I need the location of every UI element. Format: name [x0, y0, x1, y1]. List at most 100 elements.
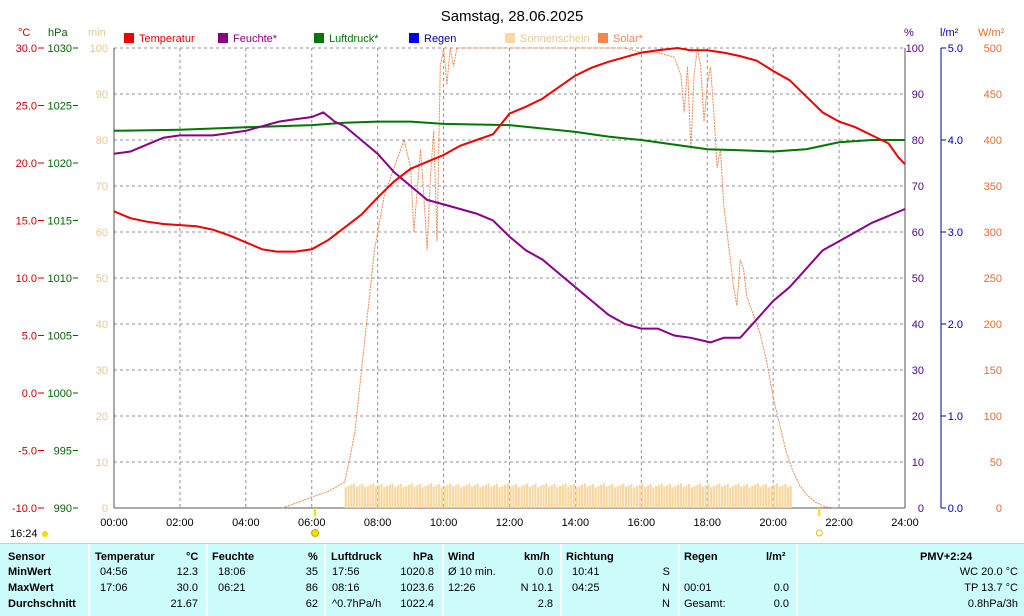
sunshine-bar: [493, 485, 496, 508]
rain-time: Gesamt:: [684, 598, 726, 610]
sunshine-bar: [454, 485, 457, 508]
sun-tick-label: 80: [96, 135, 108, 147]
sunrise-icon: [311, 529, 320, 537]
press-tick-label: 1000: [48, 388, 72, 400]
sunshine-bar: [693, 486, 696, 508]
sunshine-bar: [548, 486, 551, 508]
sunshine-bar: [591, 484, 595, 508]
sun-tick-label: 100: [90, 43, 108, 55]
sunshine-bar: [468, 483, 471, 508]
sunshine-bar: [550, 485, 553, 508]
temp-value: 12.3: [176, 566, 198, 578]
temp-value: 21.67: [170, 598, 198, 610]
sunshine-bar: [366, 486, 369, 508]
legend-label-4: Sonnenschein: [520, 33, 590, 45]
sunshine-bar: [734, 484, 737, 508]
header-pressure: Luftdruck: [331, 551, 382, 563]
x-tick-label: 12:00: [496, 517, 524, 529]
sunshine-bar: [781, 485, 784, 508]
sun-tick-label: 40: [96, 319, 108, 331]
sunshine-bar: [385, 486, 389, 508]
sunshine-bar: [756, 483, 759, 508]
sunshine-bar: [690, 487, 693, 508]
sunshine-bars: [344, 483, 792, 508]
direction-time: 04:25: [572, 582, 600, 594]
sunshine-bar: [561, 484, 564, 508]
pressure-value: 1023.6: [400, 582, 434, 594]
sunshine-bar: [630, 484, 633, 508]
header-rain-unit: l/m²: [766, 551, 786, 563]
solar-tick-label: 300: [984, 227, 1002, 239]
grid: [113, 47, 906, 509]
legend-label-0: Temperatur: [139, 33, 195, 45]
row-label: Durchschnitt: [8, 598, 76, 610]
sunshine-bar: [751, 486, 754, 508]
header-temperature: Temperatur: [95, 551, 155, 563]
solar-unit-label: W/m²: [978, 27, 1005, 39]
sunshine-bar: [652, 487, 655, 508]
wind-value: N 10.1: [520, 582, 553, 594]
x-tick-label: 14:00: [562, 517, 590, 529]
header-pmv: PMV+2:24: [920, 551, 973, 563]
sunshine-bar: [586, 486, 589, 508]
rain-tick-label: 3.0: [948, 227, 963, 239]
header-sensor: Sensor: [8, 551, 46, 563]
sunshine-bar: [707, 484, 710, 508]
x-tick-label: 02:00: [166, 517, 194, 529]
sun-tick-label: 20: [96, 411, 108, 423]
sunshine-bar: [578, 486, 581, 508]
hum-tick-label: 0: [918, 503, 924, 515]
legend: Temperatur Feuchte* Luftdruck* Regen Sonnens…: [124, 33, 644, 45]
sunshine-bar: [504, 484, 507, 508]
sunset-icon: [815, 529, 823, 537]
direction-value: S: [662, 566, 670, 578]
sunshine-bar: [526, 483, 529, 508]
hum-tick-label: 60: [912, 227, 924, 239]
sunshine-bar: [616, 486, 619, 508]
rain-tick-label: 2.0: [948, 319, 963, 331]
sunshine-bar: [589, 485, 592, 508]
direction-value: N: [662, 598, 670, 610]
sunshine-bar: [701, 486, 704, 508]
statistics-table: Sensor Temperatur °C Feuchte % Luftdruck…: [0, 543, 1024, 616]
solar-tick-label: 50: [990, 457, 1002, 469]
sunshine-bar: [732, 486, 735, 508]
sunshine-bar: [745, 484, 748, 508]
sunshine-bar: [479, 487, 482, 508]
sunshine-bar: [435, 485, 438, 508]
pressure-line: [113, 120, 905, 153]
sunshine-bar: [671, 487, 674, 508]
sunshine-bar: [649, 484, 652, 508]
sunshine-bar: [471, 486, 474, 508]
press-tick-label: 1010: [48, 273, 72, 285]
sunshine-bar: [416, 485, 419, 508]
wind-label: 12:26: [448, 582, 476, 594]
sunshine-bar: [715, 484, 718, 508]
sunshine-bar: [388, 484, 391, 508]
temp-time: 04:56: [100, 566, 128, 578]
sunshine-bar: [449, 483, 452, 508]
header-humidity-unit: %: [308, 551, 318, 563]
sunshine-bar: [786, 487, 790, 508]
sunshine-bar: [539, 486, 542, 508]
sunshine-bar: [644, 486, 647, 508]
header-pressure-unit: hPa: [413, 551, 434, 563]
sunshine-bar: [740, 486, 743, 508]
solar-line: [281, 47, 836, 509]
sunshine-bar: [427, 484, 430, 508]
current-sun-icon: [42, 531, 48, 537]
sunshine-bar: [506, 483, 509, 508]
humidity-value: 62: [305, 598, 318, 610]
sunshine-bar: [743, 485, 746, 508]
sunshine-bar: [775, 483, 779, 508]
rain-value: 0.0: [773, 598, 789, 610]
sunshine-bar: [531, 485, 534, 508]
sunshine-bar: [737, 483, 740, 508]
sun-unit-label: min: [88, 27, 106, 39]
sunshine-bar: [712, 486, 715, 508]
sunshine-bar: [726, 484, 729, 508]
sunshine-bar: [429, 483, 433, 508]
press-tick-label: 1030: [48, 43, 72, 55]
sunshine-bar: [424, 486, 427, 508]
hum-tick-label: 10: [912, 457, 924, 469]
